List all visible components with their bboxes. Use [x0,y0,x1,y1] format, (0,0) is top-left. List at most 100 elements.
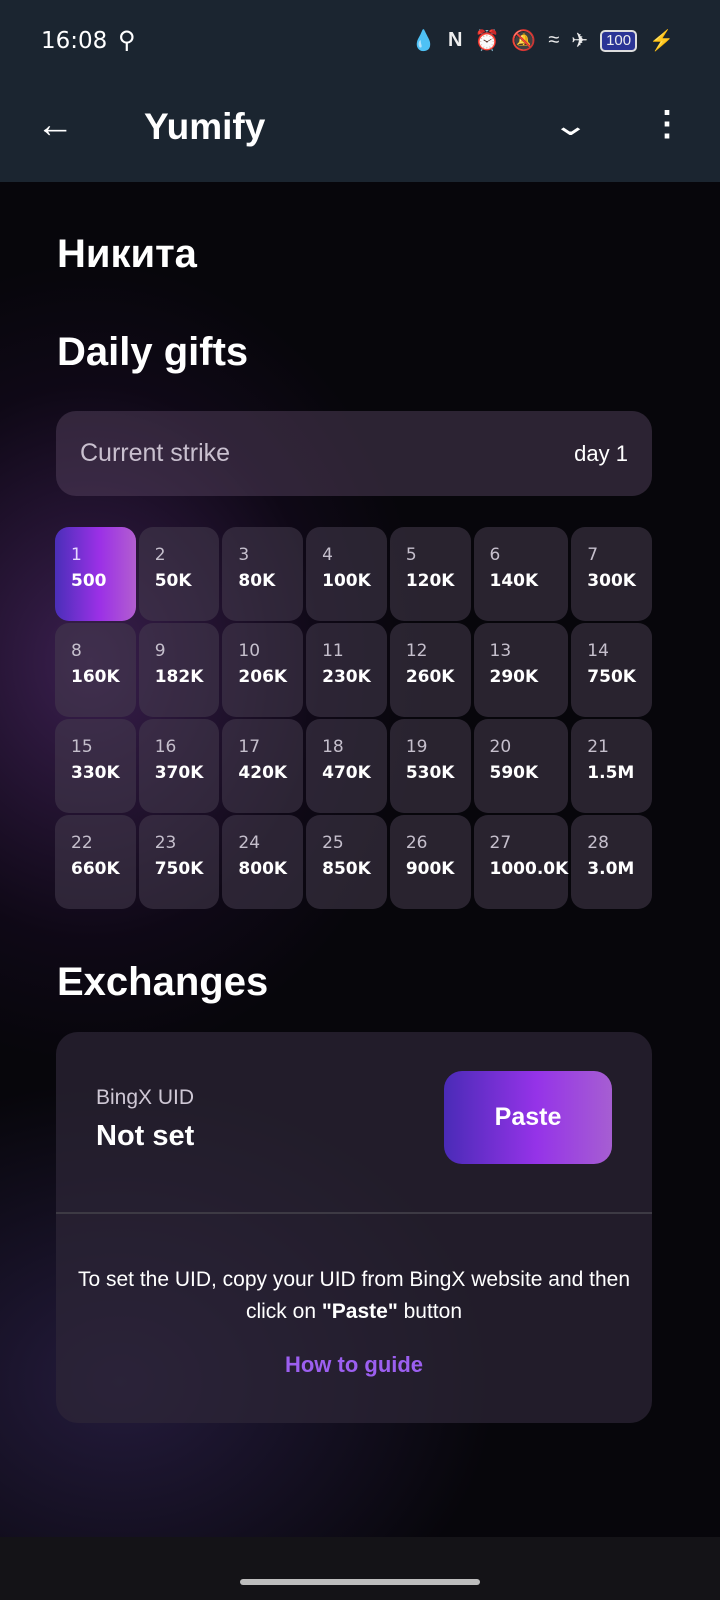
day-cell[interactable]: 28 3.0M [571,815,652,909]
day-number: 27 [489,833,512,853]
day-reward: 500 [71,571,107,591]
status-bar: 16:08 ⚲ 💧 N ⏰ 🔕 ≈ ✈ 100 ⚡ [0,0,720,82]
data-saver-icon: 💧 [411,30,437,52]
day-number: 23 [154,833,177,853]
day-cell[interactable]: 17 420K [222,719,304,813]
home-gesture-handle[interactable] [240,1579,480,1585]
day-cell[interactable]: 14 750K [571,623,652,717]
day-number: 10 [238,641,261,661]
day-number: 22 [71,833,93,853]
day-cell[interactable]: 4 100K [306,527,387,621]
day-reward: 590K [489,763,539,783]
day-cell[interactable]: 15 330K [55,719,136,813]
day-number: 17 [238,737,261,757]
day-reward: 660K [71,859,120,879]
exchanges-title: Exchanges [57,960,269,1004]
chevron-down-icon[interactable]: ⌄ [551,109,590,142]
day-cell[interactable]: 21 1.5M [571,719,652,813]
day-reward: 182K [154,667,204,687]
app-bar: ← Yumify ⌄ ⋮ [0,82,720,182]
day-reward: 850K [322,859,371,879]
uid-instructions: To set the UID, copy your UID from BingX… [56,1264,652,1328]
system-nav-bar [0,1537,720,1600]
more-options-icon[interactable]: ⋮ [650,105,684,143]
day-cell[interactable]: 6 140K [473,527,569,621]
info-bold: "Paste" [321,1300,398,1323]
day-cell[interactable]: 27 1000.0K [473,815,569,909]
day-number: 1 [71,545,82,565]
day-cell[interactable]: 8 160K [55,623,136,717]
day-number: 16 [154,737,177,757]
day-cell[interactable]: 25 850K [306,815,387,909]
day-number: 25 [322,833,344,853]
day-cell[interactable]: 1 500 [55,527,136,621]
charging-icon: ⚡ [649,30,674,52]
day-cell[interactable]: 19 530K [389,719,471,813]
day-reward: 160K [71,667,120,687]
day-number: 9 [154,641,166,661]
bell-off-icon: 🔕 [511,30,537,52]
day-reward: 230K [322,667,371,687]
day-cell[interactable]: 5 120K [389,527,471,621]
daily-gifts-title: Daily gifts [57,330,249,374]
day-number: 4 [322,545,333,565]
daily-gifts-grid: 1 500 2 50K 3 80K 4 100K 5 120K 6 140K 7 300K 8 160K 9 18… [55,527,652,909]
day-number: 11 [322,641,344,661]
paste-button[interactable]: Paste [444,1071,612,1164]
day-number: 13 [489,641,512,661]
day-cell[interactable]: 9 182K [138,623,220,717]
day-cell[interactable]: 20 590K [473,719,569,813]
user-name: Никита [57,232,197,276]
day-cell[interactable]: 26 900K [389,815,471,909]
day-reward: 330K [71,763,120,783]
day-reward: 50K [154,571,192,591]
strike-value: day 1 [574,441,628,466]
info-text-end: button [397,1300,463,1323]
day-number: 26 [405,833,428,853]
back-arrow-icon[interactable]: ← [36,104,74,146]
day-cell[interactable]: 12 260K [389,623,471,717]
day-number: 3 [238,545,250,565]
day-cell[interactable]: 10 206K [222,623,304,717]
day-number: 6 [489,545,501,565]
day-cell[interactable]: 11 230K [306,623,387,717]
day-cell[interactable]: 23 750K [138,815,220,909]
day-cell[interactable]: 18 470K [306,719,387,813]
day-reward: 100K [322,571,371,591]
day-reward: 300K [587,571,636,591]
day-number: 21 [587,737,609,757]
day-cell[interactable]: 22 660K [55,815,136,909]
search-icon: ⚲ [118,27,136,54]
day-cell[interactable]: 16 370K [138,719,220,813]
day-number: 15 [71,737,93,757]
how-to-guide-link[interactable]: How to guide [284,1352,424,1377]
day-cell[interactable]: 7 300K [571,527,652,621]
day-reward: 1000.0K [489,859,569,879]
uid-value: Not set [96,1120,195,1152]
day-reward: 80K [238,571,276,591]
uid-label: BingX UID [96,1086,195,1109]
strike-label: Current strike [80,439,231,467]
day-reward: 3.0M [587,859,635,879]
app-title: Yumify [144,106,266,147]
day-number: 14 [587,641,609,661]
day-number: 24 [238,833,261,853]
day-cell[interactable]: 24 800K [222,815,304,909]
day-reward: 750K [587,667,636,687]
day-reward: 420K [238,763,288,783]
day-number: 5 [405,545,417,565]
wifi-icon: ≈ [548,29,560,51]
divider [56,1212,652,1214]
day-reward: 750K [154,859,204,879]
day-number: 28 [587,833,609,853]
day-reward: 290K [489,667,539,687]
day-reward: 1.5M [587,763,635,783]
day-number: 12 [405,641,428,661]
day-number: 2 [154,545,166,565]
day-reward: 900K [405,859,455,879]
day-cell[interactable]: 3 80K [222,527,304,621]
day-cell[interactable]: 13 290K [473,623,569,717]
day-cell[interactable]: 2 50K [138,527,220,621]
status-time: 16:08 [41,28,108,54]
info-text: To set the UID, copy your UID from BingX… [77,1268,631,1323]
